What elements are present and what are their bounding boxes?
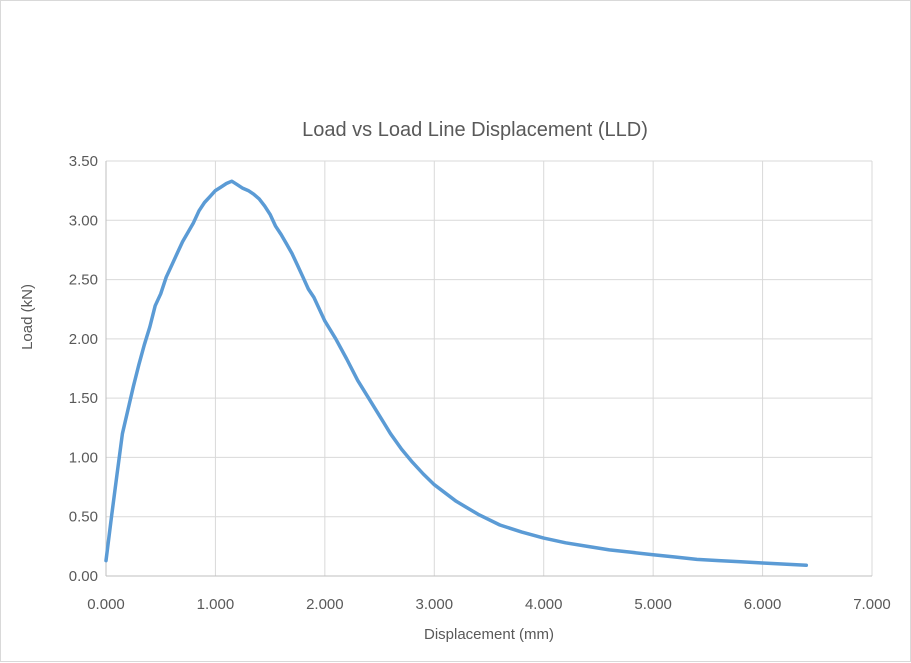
x-axis-title: Displacement (mm) [424,626,554,643]
x-tick-label: 0.000 [87,596,125,613]
x-tick-label: 1.000 [197,596,235,613]
axes [105,161,872,577]
x-tick-label: 3.000 [416,596,454,613]
grid-lines [106,160,873,576]
y-tick-label: 1.00 [69,449,98,466]
y-tick-label: 3.50 [69,153,98,170]
x-tick-label: 5.000 [634,596,672,613]
x-tick-label: 7.000 [853,596,891,613]
x-tick-label: 6.000 [744,596,782,613]
chart-title: Load vs Load Line Displacement (LLD) [302,119,648,141]
y-tick-label: 0.50 [69,509,98,526]
y-tick-label: 3.00 [69,212,98,229]
x-tick-label: 2.000 [306,596,344,613]
y-tick-label: 2.00 [69,331,98,348]
tick-labels: 0.00 0.50 1.00 1.50 2.00 2.50 3.00 3.50 0.000 1.0… [69,153,891,613]
y-tick-label: 1.50 [69,390,98,407]
x-tick-label: 4.000 [525,596,563,613]
y-axis-title: Load (kN) [19,284,36,350]
series-layer [104,179,809,568]
series-line-0 [104,179,809,568]
y-tick-label: 2.50 [69,272,98,289]
y-tick-label: 0.00 [69,568,98,585]
